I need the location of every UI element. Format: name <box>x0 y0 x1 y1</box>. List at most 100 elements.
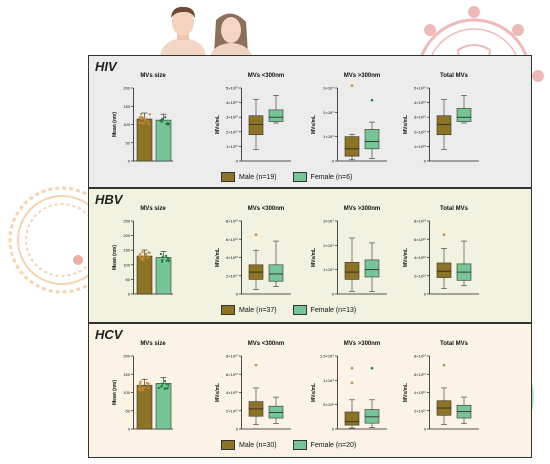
y-tick-label: 4×10¹⁰ <box>414 255 426 260</box>
y-tick-label: 3×10⁹ <box>323 86 334 91</box>
y-tick-label: 200 <box>123 354 130 359</box>
legend: Male (n=37) Female (n=13) <box>221 305 356 315</box>
y-tick-label: 100 <box>123 122 130 127</box>
data-point <box>137 387 141 390</box>
y-tick-label: 200 <box>123 233 130 238</box>
y-tick-label: 6×10¹⁰ <box>414 237 426 242</box>
y-tick-label: 0 <box>332 292 335 297</box>
chart-title: MVs >300nm <box>343 341 381 347</box>
data-point <box>167 259 170 263</box>
data-point <box>139 252 142 256</box>
y-tick-label: 2×10¹⁰ <box>414 273 426 278</box>
panel-title: HBV <box>95 192 123 207</box>
data-point <box>166 121 169 125</box>
y-tick-label: 100 <box>123 262 130 267</box>
legend-label-male: Male (n=30) <box>239 441 277 449</box>
y-tick-label: 200 <box>123 86 130 91</box>
chart-title: MVs size <box>140 206 166 212</box>
data-point <box>144 252 148 255</box>
y-tick-label: 2×10¹⁰ <box>414 129 426 134</box>
data-point <box>163 387 166 390</box>
y-axis-label: MVs/mL <box>215 248 221 267</box>
box-female <box>364 129 380 150</box>
y-tick-label: 1×10¹⁰ <box>414 144 426 149</box>
data-point <box>141 256 145 259</box>
data-point <box>157 386 160 390</box>
data-point <box>139 385 142 388</box>
chart-plot: 0 50 100 150 200 Mean (nm) <box>112 86 173 164</box>
chart-plot: 0 5×10⁸ 1×10⁹ 1.5×10⁹ MVs/mL <box>311 354 387 432</box>
y-tick-label: 1×10⁹ <box>323 267 334 272</box>
data-point <box>140 122 143 125</box>
y-tick-label: 0 <box>236 427 239 432</box>
y-tick-label: 1×10¹⁰ <box>226 144 238 149</box>
box-female <box>268 405 284 419</box>
legend-swatch-male <box>221 172 235 182</box>
y-tick-label: 0 <box>128 159 131 164</box>
data-point <box>161 117 164 121</box>
box-female <box>268 264 284 282</box>
bar-female <box>155 119 172 162</box>
box-female <box>456 108 472 122</box>
data-point <box>142 122 145 125</box>
data-point <box>160 260 164 263</box>
chart-title: MVs >300nm <box>343 206 381 212</box>
y-tick-label: 2×10¹⁰ <box>226 129 238 134</box>
y-tick-label: 6×10¹⁰ <box>226 372 238 377</box>
box-male <box>344 262 360 280</box>
y-tick-label: 8×10¹⁰ <box>226 219 238 224</box>
data-point <box>161 258 164 262</box>
data-point <box>141 387 144 390</box>
chart-plot: 0 1×10¹⁰ 2×10¹⁰ 3×10¹⁰ 4×10¹⁰ 5×10¹⁰ MVs/mL <box>215 86 291 164</box>
y-tick-label: 150 <box>123 104 130 109</box>
y-tick-label: 1×10⁹ <box>323 378 334 383</box>
data-point <box>165 382 168 386</box>
data-point <box>145 381 148 385</box>
y-tick-label: 3×10⁹ <box>323 219 334 224</box>
chart-plot: 0 1×10⁹ 2×10⁹ 3×10⁹ MVs/mL <box>311 219 387 297</box>
y-tick-label: 0 <box>332 427 335 432</box>
data-point <box>163 379 167 383</box>
data-point <box>167 123 170 126</box>
legend-label-female: Female (n=6) <box>310 173 353 181</box>
female-person-icon <box>210 13 252 56</box>
chart-plot: 0 2×10¹⁰ 4×10¹⁰ 6×10¹⁰ 8×10¹⁰ MVs/mL <box>403 354 479 432</box>
box-male <box>436 262 452 278</box>
chart-title: MVs <300nm <box>247 341 285 347</box>
bar-male <box>136 255 153 295</box>
chart-plot: 0 50 100 150 200 250 Mean (nm) <box>112 219 173 297</box>
y-tick-label: 2×10¹⁰ <box>226 273 238 278</box>
outlier-point <box>442 233 446 236</box>
y-axis-label: MVs/mL <box>215 383 221 402</box>
data-point <box>159 252 163 256</box>
data-point <box>147 387 150 390</box>
y-tick-label: 0 <box>128 427 131 432</box>
y-tick-label: 3×10¹⁰ <box>226 115 238 120</box>
outlier-point <box>370 98 374 102</box>
data-point <box>138 254 141 257</box>
y-tick-label: 100 <box>123 390 130 395</box>
data-point <box>162 255 165 258</box>
y-tick-label: 2×10⁹ <box>323 243 334 248</box>
data-point <box>165 259 168 262</box>
data-point <box>147 122 150 125</box>
y-tick-label: 0 <box>236 292 239 297</box>
data-point <box>166 386 169 390</box>
y-tick-label: 1.5×10⁹ <box>320 354 334 359</box>
chart-title: MVs >300nm <box>343 73 381 79</box>
data-point <box>139 112 143 116</box>
data-point <box>142 258 145 262</box>
data-point <box>161 382 164 385</box>
box-female <box>268 109 284 122</box>
y-tick-label: 0 <box>128 292 131 297</box>
bar-male <box>136 384 153 430</box>
outlier-point <box>254 233 258 236</box>
y-tick-label: 3×10¹⁰ <box>414 115 426 120</box>
hbv-panel: HBV MVs size 0 50 100 150 200 250 Mean (nm) MVs … <box>88 188 532 323</box>
data-point <box>147 383 150 386</box>
data-point <box>146 120 149 123</box>
y-tick-label: 0 <box>332 159 335 164</box>
y-tick-label: 250 <box>123 219 130 224</box>
y-tick-label: 5×10⁸ <box>323 402 334 407</box>
y-tick-label: 50 <box>126 277 131 282</box>
